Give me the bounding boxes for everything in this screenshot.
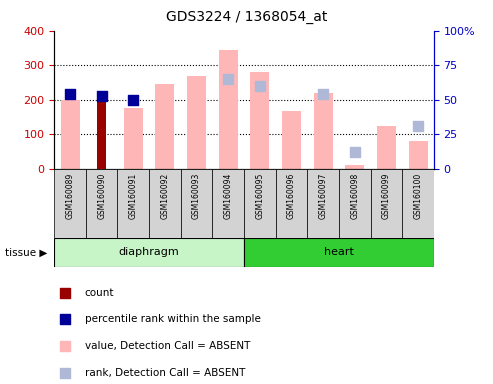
- Point: [61, 343, 69, 349]
- Text: GSM160089: GSM160089: [66, 172, 74, 218]
- Point: [256, 83, 264, 89]
- Text: heart: heart: [324, 247, 354, 258]
- Text: tissue ▶: tissue ▶: [5, 248, 47, 258]
- Bar: [149, 169, 181, 238]
- Point: [351, 149, 359, 156]
- Point: [319, 91, 327, 98]
- Bar: [117, 169, 149, 238]
- Text: percentile rank within the sample: percentile rank within the sample: [85, 314, 260, 324]
- Text: rank, Detection Call = ABSENT: rank, Detection Call = ABSENT: [85, 368, 245, 378]
- Text: GSM160097: GSM160097: [318, 172, 328, 219]
- Point: [129, 97, 137, 103]
- Text: GSM160095: GSM160095: [255, 172, 264, 219]
- Bar: [181, 169, 212, 238]
- Bar: [307, 169, 339, 238]
- Bar: [339, 169, 371, 238]
- Bar: [155, 84, 175, 169]
- Bar: [244, 169, 276, 238]
- Text: GDS3224 / 1368054_at: GDS3224 / 1368054_at: [166, 10, 327, 23]
- Bar: [371, 169, 402, 238]
- Bar: [345, 165, 364, 169]
- Bar: [212, 169, 244, 238]
- Bar: [124, 108, 143, 169]
- Text: diaphragm: diaphragm: [119, 247, 179, 258]
- Bar: [61, 100, 79, 169]
- Bar: [187, 76, 206, 169]
- Bar: [86, 169, 117, 238]
- Text: GSM160092: GSM160092: [160, 172, 170, 218]
- Bar: [282, 111, 301, 169]
- Bar: [54, 238, 244, 267]
- Bar: [219, 50, 238, 169]
- Bar: [402, 169, 434, 238]
- Text: GSM160091: GSM160091: [129, 172, 138, 218]
- Text: GSM160100: GSM160100: [414, 172, 423, 218]
- Point: [61, 370, 69, 376]
- Bar: [244, 238, 434, 267]
- Bar: [54, 169, 86, 238]
- Point: [414, 123, 422, 129]
- Point: [61, 316, 69, 323]
- Bar: [250, 72, 269, 169]
- Text: count: count: [85, 288, 114, 298]
- Point: [224, 76, 232, 82]
- Bar: [314, 93, 333, 169]
- Point: [61, 290, 69, 296]
- Bar: [276, 169, 307, 238]
- Text: GSM160093: GSM160093: [192, 172, 201, 219]
- Text: GSM160094: GSM160094: [224, 172, 233, 219]
- Point: [66, 91, 74, 98]
- Text: GSM160099: GSM160099: [382, 172, 391, 219]
- Text: value, Detection Call = ABSENT: value, Detection Call = ABSENT: [85, 341, 250, 351]
- Bar: [409, 141, 427, 169]
- Text: GSM160098: GSM160098: [350, 172, 359, 218]
- Point: [98, 93, 106, 99]
- Text: GSM160090: GSM160090: [97, 172, 106, 219]
- Bar: [97, 98, 106, 169]
- Bar: [377, 126, 396, 169]
- Text: GSM160096: GSM160096: [287, 172, 296, 219]
